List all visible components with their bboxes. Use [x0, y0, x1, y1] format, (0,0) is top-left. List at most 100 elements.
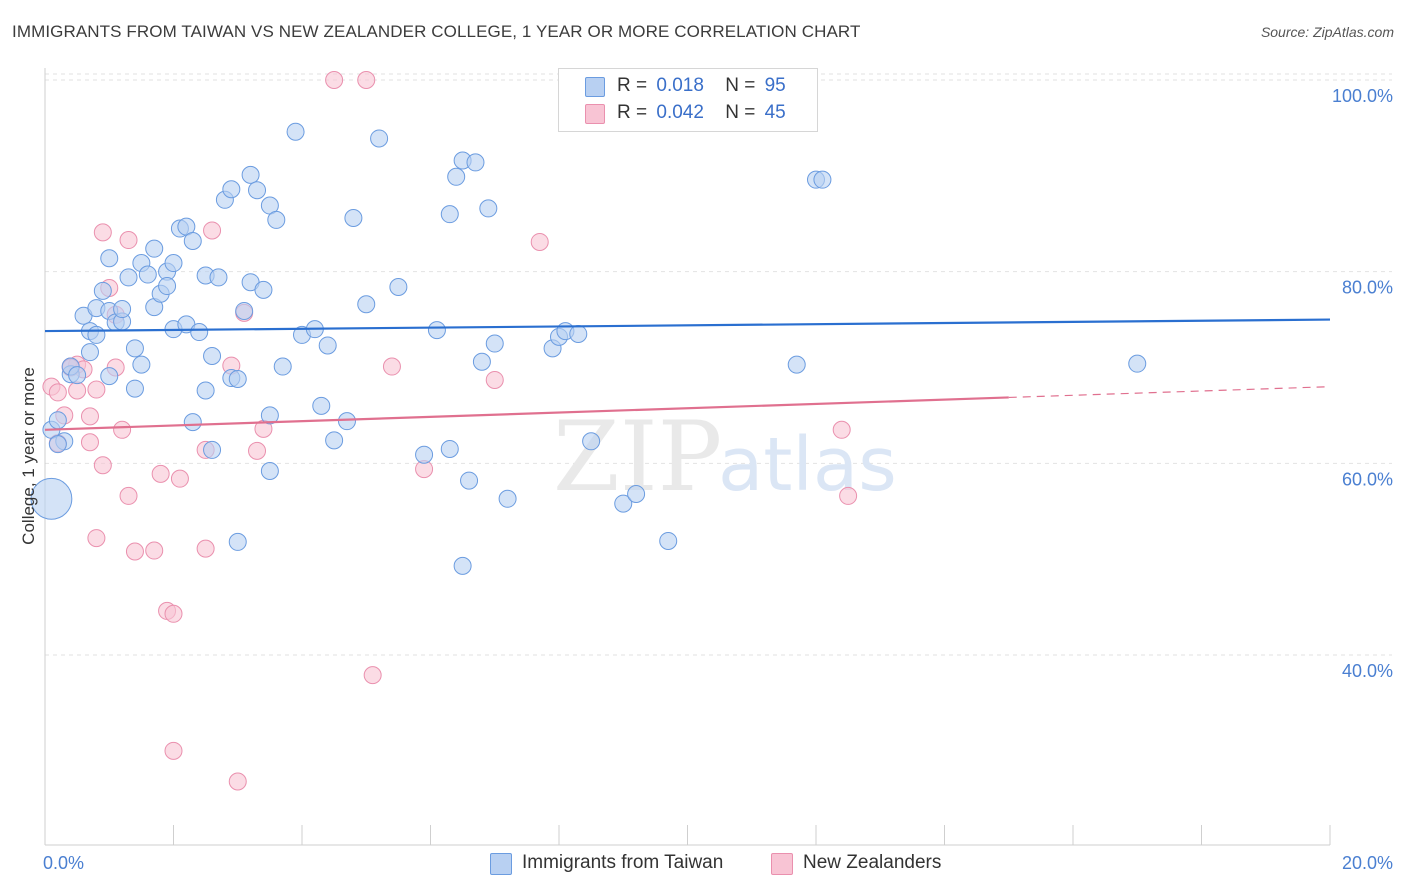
y-tick-label: 100.0%: [1332, 86, 1393, 106]
series-taiwan: [30, 122, 1147, 575]
taiwan-point: [125, 339, 144, 358]
taiwan-point: [222, 180, 241, 199]
taiwan-point: [87, 325, 106, 344]
taiwan-point: [312, 396, 331, 415]
legend-n-value-nz: 45: [764, 102, 786, 123]
legend-swatch-nz: [585, 104, 605, 124]
nz-point: [363, 666, 382, 685]
taiwan-point: [235, 301, 254, 320]
trend-line-dashed-1: [1008, 386, 1331, 399]
taiwan-point: [260, 406, 279, 425]
taiwan-point: [48, 435, 67, 454]
y-tick-label: 40.0%: [1342, 661, 1393, 681]
nz-point: [80, 433, 99, 452]
taiwan-point: [68, 366, 87, 385]
taiwan-point: [113, 300, 132, 319]
nz-point: [228, 772, 247, 791]
taiwan-point: [582, 432, 601, 451]
taiwan-point: [158, 277, 177, 296]
taiwan-point: [466, 153, 485, 172]
nz-point: [68, 381, 87, 400]
y-tick-labels: 40.0% 60.0% 80.0% 100.0%: [1332, 86, 1393, 681]
taiwan-point: [614, 494, 633, 513]
taiwan-point: [164, 254, 183, 273]
nz-point: [151, 464, 170, 483]
nz-point: [113, 420, 132, 439]
taiwan-point: [209, 268, 228, 287]
trend-lines: [44, 318, 1331, 431]
nz-point: [248, 441, 267, 460]
nz-point: [87, 529, 106, 548]
taiwan-point: [260, 462, 279, 480]
nz-point: [832, 420, 851, 439]
taiwan-point: [183, 413, 202, 432]
nz-point: [93, 456, 112, 475]
taiwan-point: [203, 440, 222, 459]
taiwan-point: [100, 367, 119, 386]
taiwan-point: [357, 295, 376, 314]
legend-n-label: N =: [725, 102, 756, 123]
nz-point: [530, 232, 549, 251]
taiwan-point: [440, 439, 459, 458]
bottom-legend-label-taiwan: Immigrants from Taiwan: [522, 852, 724, 873]
nz-point: [80, 407, 99, 426]
nz-point: [93, 223, 112, 242]
nz-point: [196, 539, 215, 558]
taiwan-point: [447, 167, 466, 186]
y-axis-label: College, 1 year or more: [19, 367, 38, 545]
taiwan-point: [286, 122, 305, 141]
y-tick-label: 80.0%: [1342, 278, 1393, 298]
taiwan-point: [787, 355, 806, 374]
taiwan-point: [370, 129, 389, 148]
taiwan-point: [440, 205, 459, 224]
taiwan-point: [138, 265, 157, 284]
nz-point: [203, 221, 222, 240]
taiwan-point: [472, 352, 491, 371]
taiwan-point: [1128, 354, 1147, 373]
legend-r-value-nz: 0.042: [656, 102, 704, 123]
nz-point: [119, 486, 138, 505]
grid-lines: [45, 73, 1392, 656]
taiwan-point: [30, 477, 73, 520]
nz-point: [170, 469, 189, 488]
nz-point: [48, 383, 67, 402]
taiwan-point: [93, 281, 112, 300]
trend-line-0: [44, 318, 1331, 333]
taiwan-point: [125, 379, 144, 398]
legend-r-label: R =: [617, 102, 648, 123]
taiwan-point: [479, 199, 498, 218]
taiwan-point: [415, 445, 434, 464]
taiwan-point: [241, 165, 260, 184]
taiwan-point: [659, 531, 678, 550]
taiwan-point: [183, 232, 202, 250]
taiwan-point: [80, 343, 99, 362]
taiwan-point: [427, 321, 446, 340]
taiwan-point: [248, 181, 267, 200]
taiwan-point: [190, 323, 209, 342]
x-tick-label-min: 0.0%: [43, 853, 84, 873]
taiwan-point: [228, 532, 247, 551]
y-tick-label: 60.0%: [1342, 469, 1393, 489]
legend-r-value-taiwan: 0.018: [656, 75, 704, 96]
nz-point: [164, 604, 183, 623]
taiwan-point: [498, 489, 517, 508]
source-label: Source: ZipAtlas.com: [1260, 24, 1394, 40]
taiwan-point: [100, 249, 119, 268]
nz-point: [164, 741, 183, 760]
taiwan-point: [196, 381, 215, 400]
taiwan-point: [228, 370, 247, 388]
taiwan-point: [344, 209, 363, 227]
nz-point: [325, 71, 344, 89]
axes: [44, 68, 1331, 846]
taiwan-point: [460, 471, 479, 490]
taiwan-point: [453, 556, 472, 575]
taiwan-point: [48, 411, 67, 430]
taiwan-point: [389, 278, 408, 296]
legend-n-label: N =: [725, 75, 756, 96]
taiwan-point: [254, 280, 273, 299]
bottom-legend-swatch-nz: [771, 853, 793, 875]
nz-point: [839, 486, 858, 505]
trend-line-solid-1: [44, 396, 1009, 431]
legend: R = 0.018 N = 95 R = 0.042 N = 45: [558, 68, 818, 132]
nz-point: [125, 542, 144, 561]
